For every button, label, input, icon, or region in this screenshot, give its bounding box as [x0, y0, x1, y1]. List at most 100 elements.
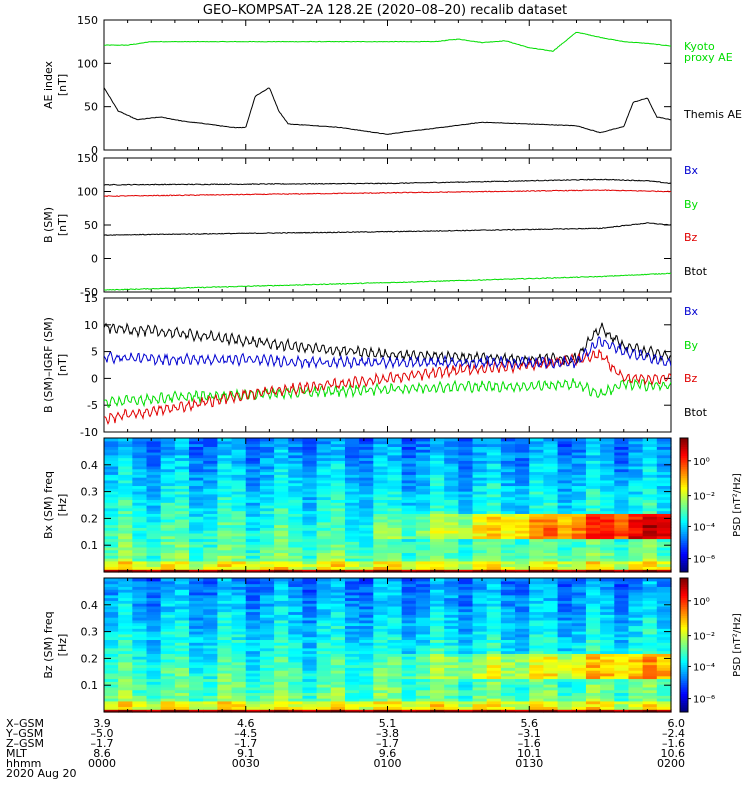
bz_spec-cell: [430, 594, 445, 599]
bx_spec-cell: [600, 552, 615, 556]
bz_spec-cell: [557, 670, 573, 674]
bz_spec-cell: [656, 578, 672, 582]
bz_spec-cell: [104, 633, 119, 638]
bz_spec-cell: [373, 664, 389, 668]
bx_spec-cell: [259, 474, 275, 478]
bx_spec-cell: [415, 488, 431, 492]
bx_spec-cell: [302, 493, 318, 498]
bx_spec-cell: [543, 521, 559, 526]
bz_spec-cell: [231, 686, 247, 691]
bz_spec-cell: [104, 656, 119, 660]
bz_spec-cell: [472, 672, 488, 677]
bz_spec-cell: [259, 695, 275, 699]
bx_spec-cell: [288, 440, 304, 445]
bx_spec-cell: [486, 499, 502, 503]
bz_spec-cell: [557, 636, 573, 641]
bx_spec-cell: [217, 493, 233, 498]
ephemeris-value: 0130: [515, 757, 543, 770]
bx_spec-cell: [571, 493, 587, 498]
bz_spec-cell: [160, 678, 176, 682]
bz_spec-cell: [359, 647, 374, 652]
bz_spec-cell: [571, 580, 587, 585]
bx_spec-cell: [543, 566, 559, 570]
bx_spec-cell: [401, 518, 417, 523]
bx_spec-cell: [500, 457, 516, 461]
bx_spec-cell: [174, 440, 190, 445]
bx_spec-cell: [387, 477, 403, 481]
bz_spec-cell: [472, 675, 488, 680]
bx_spec-cell: [486, 471, 502, 475]
bx_spec-cell: [614, 555, 630, 559]
bx_spec-cell: [557, 446, 573, 450]
b_sm-ytick-label: 100: [77, 186, 98, 199]
bz_spec-cell: [557, 639, 573, 643]
bx_spec-cell: [543, 485, 559, 489]
bz_spec-colorbar-step: [680, 611, 688, 615]
bx_spec-cell: [571, 505, 587, 509]
bx_spec-cell: [458, 513, 474, 517]
bz_spec-colorbar-step: [680, 709, 688, 713]
b_minus_igrf-series-btot: [104, 335, 671, 370]
bx_spec-colorbar-step: [680, 489, 688, 493]
bx_spec-cell: [543, 482, 559, 487]
bz_spec-cell: [330, 639, 346, 643]
bx_spec-cell: [160, 449, 176, 453]
bz_spec-cell: [316, 706, 332, 710]
bz_spec-cell: [203, 645, 219, 649]
bx_spec-cell: [189, 443, 204, 447]
bx_spec-cell: [600, 491, 615, 495]
bx_spec-cell: [174, 502, 190, 506]
bx_spec-cell: [302, 507, 318, 512]
bx_spec-cell: [245, 449, 261, 453]
bx_spec-cell: [585, 471, 601, 475]
bx_spec-cell: [259, 524, 275, 528]
bx_spec-cell: [316, 438, 332, 442]
bx_spec-colorbar-step: [680, 462, 688, 466]
bz_spec-cell: [585, 703, 601, 708]
bz_spec-cell: [288, 594, 304, 599]
bx_spec-cell: [401, 496, 417, 501]
bx_spec-cell: [486, 485, 502, 489]
bz_spec-cell: [217, 631, 233, 635]
bz_spec-cell: [217, 656, 233, 660]
bz_spec-cell: [274, 591, 289, 596]
ae-series-kyoto-proxy-ae: [104, 31, 671, 52]
bx_spec-cell: [344, 440, 360, 445]
bz_spec-cell: [415, 614, 431, 618]
bx_spec-cell: [316, 443, 332, 447]
bx_spec-cell: [571, 482, 587, 487]
bz_spec-cell: [656, 664, 672, 668]
bz_spec-cell: [472, 678, 488, 682]
bz_spec-cell: [174, 631, 190, 635]
bz_spec-cell: [160, 617, 176, 621]
bz_spec-cell: [359, 591, 374, 596]
bx_spec-cell: [515, 502, 530, 506]
bx_spec-cell: [600, 440, 615, 445]
bx_spec-cell: [231, 457, 247, 461]
bx_spec-cell: [600, 496, 615, 501]
bx_spec-cell: [430, 457, 445, 461]
bx_spec-cell: [585, 538, 601, 542]
bx_spec-cell: [600, 485, 615, 489]
bx_spec-ylabel: Bx (SM) freq: [42, 471, 55, 539]
bz_spec-colorbar-step: [680, 658, 688, 662]
bz_spec-cell: [146, 622, 162, 627]
bz_spec-cell: [415, 681, 431, 685]
bz_spec-cell: [585, 625, 601, 629]
bz_spec-cell: [614, 633, 630, 638]
bx_spec-cell: [203, 451, 219, 456]
bx_spec-cell: [600, 558, 615, 562]
bx_spec-cell: [118, 477, 133, 481]
bx_spec-cell: [415, 527, 431, 531]
bz_spec-cell: [543, 603, 559, 607]
bz_spec-cell: [160, 639, 176, 643]
bx_spec-cell: [600, 555, 615, 559]
bx_spec-cell: [472, 569, 488, 573]
bz_spec-cell: [245, 605, 261, 610]
bx_spec-cell: [231, 530, 247, 534]
bx_spec-cell: [344, 507, 360, 512]
bx_spec-cell: [387, 546, 403, 551]
bx_spec-cell: [614, 474, 630, 478]
bx_spec-cell: [500, 451, 516, 456]
bx_spec-cell: [515, 518, 530, 523]
